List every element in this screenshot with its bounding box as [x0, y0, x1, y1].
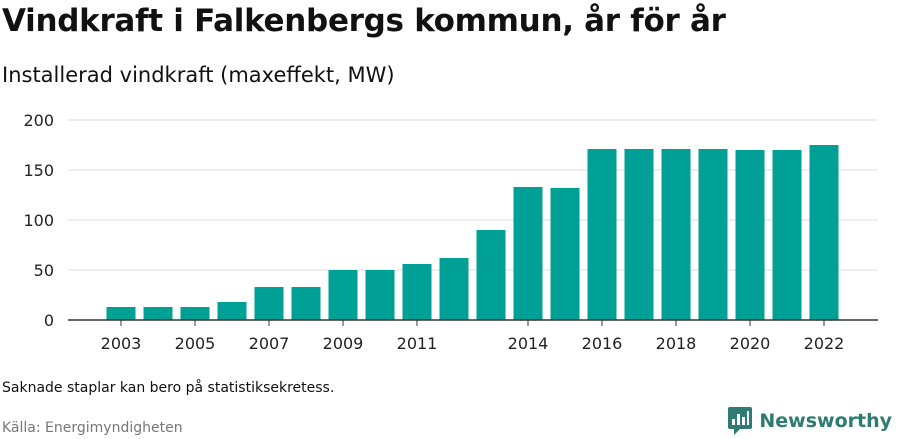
x-tick-label: 2022	[804, 334, 845, 353]
x-tick-label: 2011	[397, 334, 438, 353]
bar-2018	[661, 149, 691, 320]
brand-logo[interactable]: Newsworthy	[727, 404, 892, 438]
bar-2004	[143, 307, 173, 320]
bar-2011	[402, 264, 432, 320]
x-tick-label: 2014	[508, 334, 549, 353]
bar-2020	[735, 150, 765, 320]
brand-name: Newsworthy	[759, 410, 892, 432]
y-tick-label: 50	[34, 261, 54, 280]
x-tick-label: 2020	[730, 334, 771, 353]
y-tick-label: 0	[44, 311, 54, 330]
bar-2003	[106, 307, 136, 320]
bar-2010	[365, 270, 395, 320]
bar-chart: 0 50 100 150 200 2003 2005 2007 2009 2011 2014 2016…	[23, 111, 878, 353]
bar-2014	[513, 187, 543, 320]
bar-2013	[476, 230, 506, 320]
source-credit: Källa: Energimyndigheten	[2, 420, 183, 436]
bar-2016	[587, 149, 617, 320]
bar-2021	[772, 150, 802, 320]
bar-2017	[624, 149, 654, 320]
bar-2009	[328, 270, 358, 320]
bar-2006	[217, 302, 247, 320]
y-tick-label: 200	[23, 111, 54, 130]
bar-2007	[254, 287, 284, 320]
y-tick-label: 100	[23, 211, 54, 230]
bar-2019	[698, 149, 728, 320]
x-tick-label: 2007	[249, 334, 290, 353]
bar-2015	[550, 188, 580, 320]
footnote: Saknade staplar kan bero på statistiksek…	[2, 380, 335, 396]
x-tick-label: 2003	[101, 334, 142, 353]
x-tick-label: 2005	[175, 334, 216, 353]
bar-2012	[439, 258, 469, 320]
chart-subtitle: Installerad vindkraft (maxeffekt, MW)	[2, 63, 395, 87]
y-tick-label: 150	[23, 161, 54, 180]
x-tick-label: 2016	[582, 334, 623, 353]
bar-2008	[291, 287, 321, 320]
chart-title: Vindkraft i Falkenbergs kommun, år för å…	[2, 3, 726, 39]
bar-2022	[809, 145, 839, 320]
x-tick-label: 2018	[656, 334, 697, 353]
newsworthy-logo-icon	[728, 407, 753, 435]
x-tick-label: 2009	[323, 334, 364, 353]
bar-2005	[180, 307, 210, 320]
